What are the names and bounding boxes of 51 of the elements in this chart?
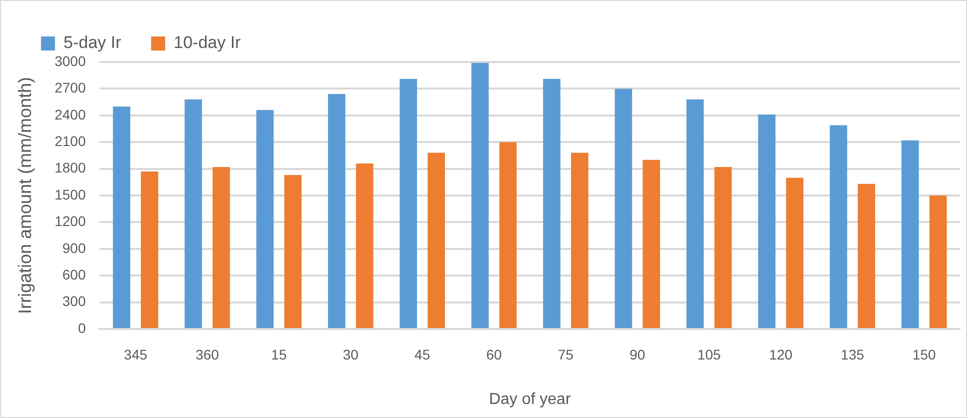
y-tick-label: 0 [78, 320, 86, 336]
bar [929, 196, 947, 328]
bar [543, 78, 560, 328]
bar [642, 160, 660, 328]
y-tick-label: 600 [62, 266, 86, 282]
legend-label: 10-day Ir [174, 33, 242, 52]
x-tick-label: 60 [486, 346, 502, 362]
x-tick-label: 45 [414, 346, 430, 362]
bar [428, 152, 445, 328]
bar [328, 94, 346, 328]
x-tick-label: 150 [912, 346, 936, 362]
bar [284, 175, 302, 328]
y-axis-title: Irrigation amount (mm/month) [14, 76, 35, 314]
bar [786, 178, 804, 328]
bar [714, 167, 732, 328]
bar [212, 167, 230, 328]
bar [499, 142, 517, 328]
bar [112, 106, 130, 328]
x-axis-title: Day of year [488, 390, 572, 408]
x-tick-label: 345 [124, 346, 148, 362]
legend-label: 5-day Ir [64, 33, 122, 52]
bar [902, 140, 919, 328]
y-tick-label: 2400 [54, 106, 86, 122]
y-tick-label: 2100 [54, 132, 86, 149]
x-tick-label: 30 [342, 346, 359, 362]
y-tick-label: 900 [62, 240, 86, 256]
bar [184, 99, 202, 328]
x-tick-label: 15 [271, 346, 287, 362]
bar [356, 163, 374, 328]
bar [471, 62, 489, 328]
bar [140, 171, 158, 328]
bar [686, 99, 704, 328]
y-tick-label: 1800 [54, 160, 86, 176]
x-tick-label: 135 [840, 346, 864, 362]
y-tick-label: 300 [62, 293, 86, 310]
y-tick-label: 3000 [54, 52, 86, 69]
x-tick-label: 120 [769, 346, 793, 362]
y-tick-label: 1200 [54, 213, 86, 230]
bar [614, 88, 632, 328]
x-tick-label: 360 [196, 346, 220, 362]
x-tick-label: 75 [558, 346, 574, 362]
bar [256, 110, 274, 328]
y-tick-label: 2700 [54, 80, 86, 96]
x-tick-label: 105 [697, 346, 721, 362]
x-tick-label: 90 [630, 346, 646, 362]
bar [400, 78, 418, 328]
bar [758, 114, 776, 328]
bar [571, 152, 588, 328]
y-tick-label: 1500 [54, 186, 86, 202]
bar [830, 125, 848, 328]
bar [858, 184, 876, 328]
